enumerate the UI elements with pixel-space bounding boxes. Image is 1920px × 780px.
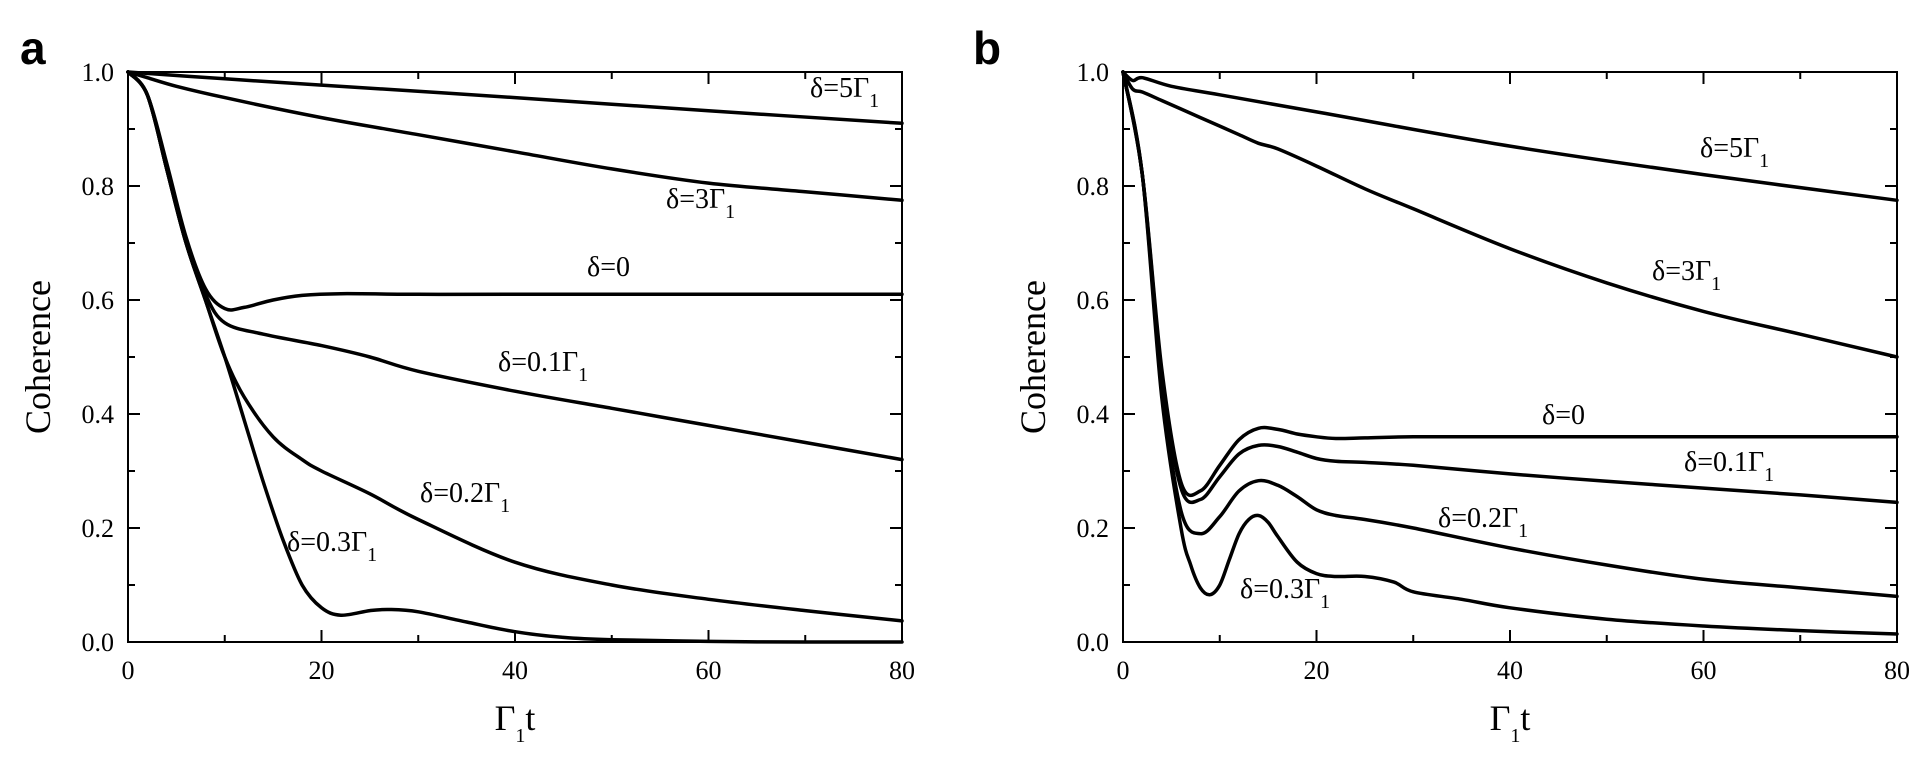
x-axis-title: Γ1t [1490, 698, 1531, 747]
x-tick-label: 40 [1497, 656, 1523, 685]
x-tick-label: 40 [502, 656, 528, 685]
series-line-δ=0.1Γ1 [126, 70, 904, 462]
panel-label: b [973, 22, 1001, 74]
plot-frame [1122, 71, 1898, 643]
y-tick-label: 0.6 [1077, 286, 1110, 315]
series-label-δ=0.2Γ1: δ=0.2Γ1 [1438, 503, 1528, 542]
x-tick-label: 80 [1884, 656, 1910, 685]
y-tick-label: 0.2 [1077, 514, 1110, 543]
series-label-δ=0.3Γ1: δ=0.3Γ1 [287, 527, 377, 566]
y-tick-label: 0.8 [1077, 172, 1110, 201]
y-tick-label: 0.6 [82, 286, 115, 315]
series-label-δ=0.1Γ1: δ=0.1Γ1 [1684, 447, 1774, 486]
x-tick-label: 80 [889, 656, 915, 685]
series-label-δ=3Γ1: δ=3Γ1 [666, 184, 735, 223]
series-label-δ=0: δ=0 [587, 252, 630, 283]
y-tick-label: 1.0 [82, 58, 115, 87]
y-tick-label: 0.4 [1077, 400, 1110, 429]
x-tick-label: 60 [696, 656, 722, 685]
x-tick-label: 0 [122, 656, 135, 685]
y-tick-label: 0.2 [82, 514, 115, 543]
panel-a: a 0 20 40 60 80 0.0 0.2 0.4 0.6 0.8 1.0 Γ1t Coherence… [18, 22, 915, 747]
series-label-δ=0.1Γ1: δ=0.1Γ1 [498, 347, 588, 386]
y-tick-label: 0.0 [82, 628, 115, 657]
series-label-δ=0: δ=0 [1542, 400, 1585, 431]
y-tick-label: 0.8 [82, 172, 115, 201]
panel-b: b 0 20 40 60 80 0.0 0.2 0.4 0.6 0.8 1.0 Γ1t Coherence… [973, 22, 1910, 747]
x-tick-label: 60 [1691, 656, 1717, 685]
y-axis-title: Coherence [1013, 280, 1053, 434]
panel-label: a [20, 22, 46, 74]
series-label-δ=0.2Γ1: δ=0.2Γ1 [420, 478, 510, 517]
series-label-δ=0.3Γ1: δ=0.3Γ1 [1240, 574, 1330, 613]
series-label-δ=3Γ1: δ=3Γ1 [1652, 256, 1721, 295]
series-line-δ=0.1Γ1 [1121, 70, 1899, 505]
series-label-δ=5Γ1: δ=5Γ1 [810, 73, 879, 112]
x-tick-label: 20 [1304, 656, 1330, 685]
y-tick-label: 0.0 [1077, 628, 1110, 657]
series-line-δ=0.3Γ1 [1121, 70, 1899, 636]
series-line-δ=3Γ1 [1121, 70, 1899, 359]
series-line-δ=5Γ1 [126, 70, 904, 126]
x-axis-title: Γ1t [495, 698, 536, 747]
y-tick-label: 1.0 [1077, 58, 1110, 87]
series-label-δ=5Γ1: δ=5Γ1 [1700, 133, 1769, 172]
series-line-δ=3Γ1 [126, 70, 904, 203]
x-tick-label: 20 [309, 656, 335, 685]
x-tick-label: 0 [1117, 656, 1130, 685]
y-axis-title: Coherence [18, 280, 58, 434]
series-line-δ=0.3Γ1 [126, 70, 904, 644]
series-line-δ=5Γ1 [1121, 70, 1899, 203]
y-tick-label: 0.4 [82, 400, 115, 429]
